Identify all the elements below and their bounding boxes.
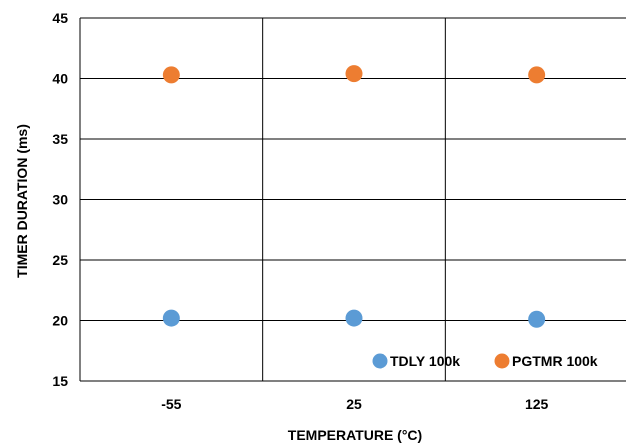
legend-marker xyxy=(372,353,388,369)
y-tick-label: 15 xyxy=(52,373,68,389)
y-tick-label: 25 xyxy=(52,252,68,268)
data-point xyxy=(162,309,180,327)
data-point xyxy=(345,309,363,327)
data-point xyxy=(528,310,546,328)
x-tick-label: 25 xyxy=(346,396,362,412)
data-point xyxy=(162,66,180,84)
legend-label: PGTMR 100k xyxy=(512,353,598,369)
y-axis-title: TIMER DURATION (ms) xyxy=(14,124,30,278)
data-points xyxy=(162,65,546,328)
data-point xyxy=(345,65,363,83)
x-tick-label: 125 xyxy=(525,396,549,412)
x-tick-labels: -55 25 125 xyxy=(161,396,548,412)
y-tick-label: 30 xyxy=(52,192,68,208)
y-tick-labels: 15 20 25 30 35 40 45 xyxy=(52,10,68,389)
x-tick-label: -55 xyxy=(161,396,181,412)
legend-marker xyxy=(494,353,510,369)
y-tick-label: 20 xyxy=(52,313,68,329)
legend: TDLY 100k PGTMR 100k xyxy=(372,353,598,369)
legend-label: TDLY 100k xyxy=(390,353,460,369)
x-axis-title: TEMPERATURE (°C) xyxy=(288,427,422,443)
y-tick-label: 35 xyxy=(52,131,68,147)
y-tick-label: 45 xyxy=(52,10,68,26)
y-tick-label: 40 xyxy=(52,71,68,87)
data-point xyxy=(528,66,546,84)
